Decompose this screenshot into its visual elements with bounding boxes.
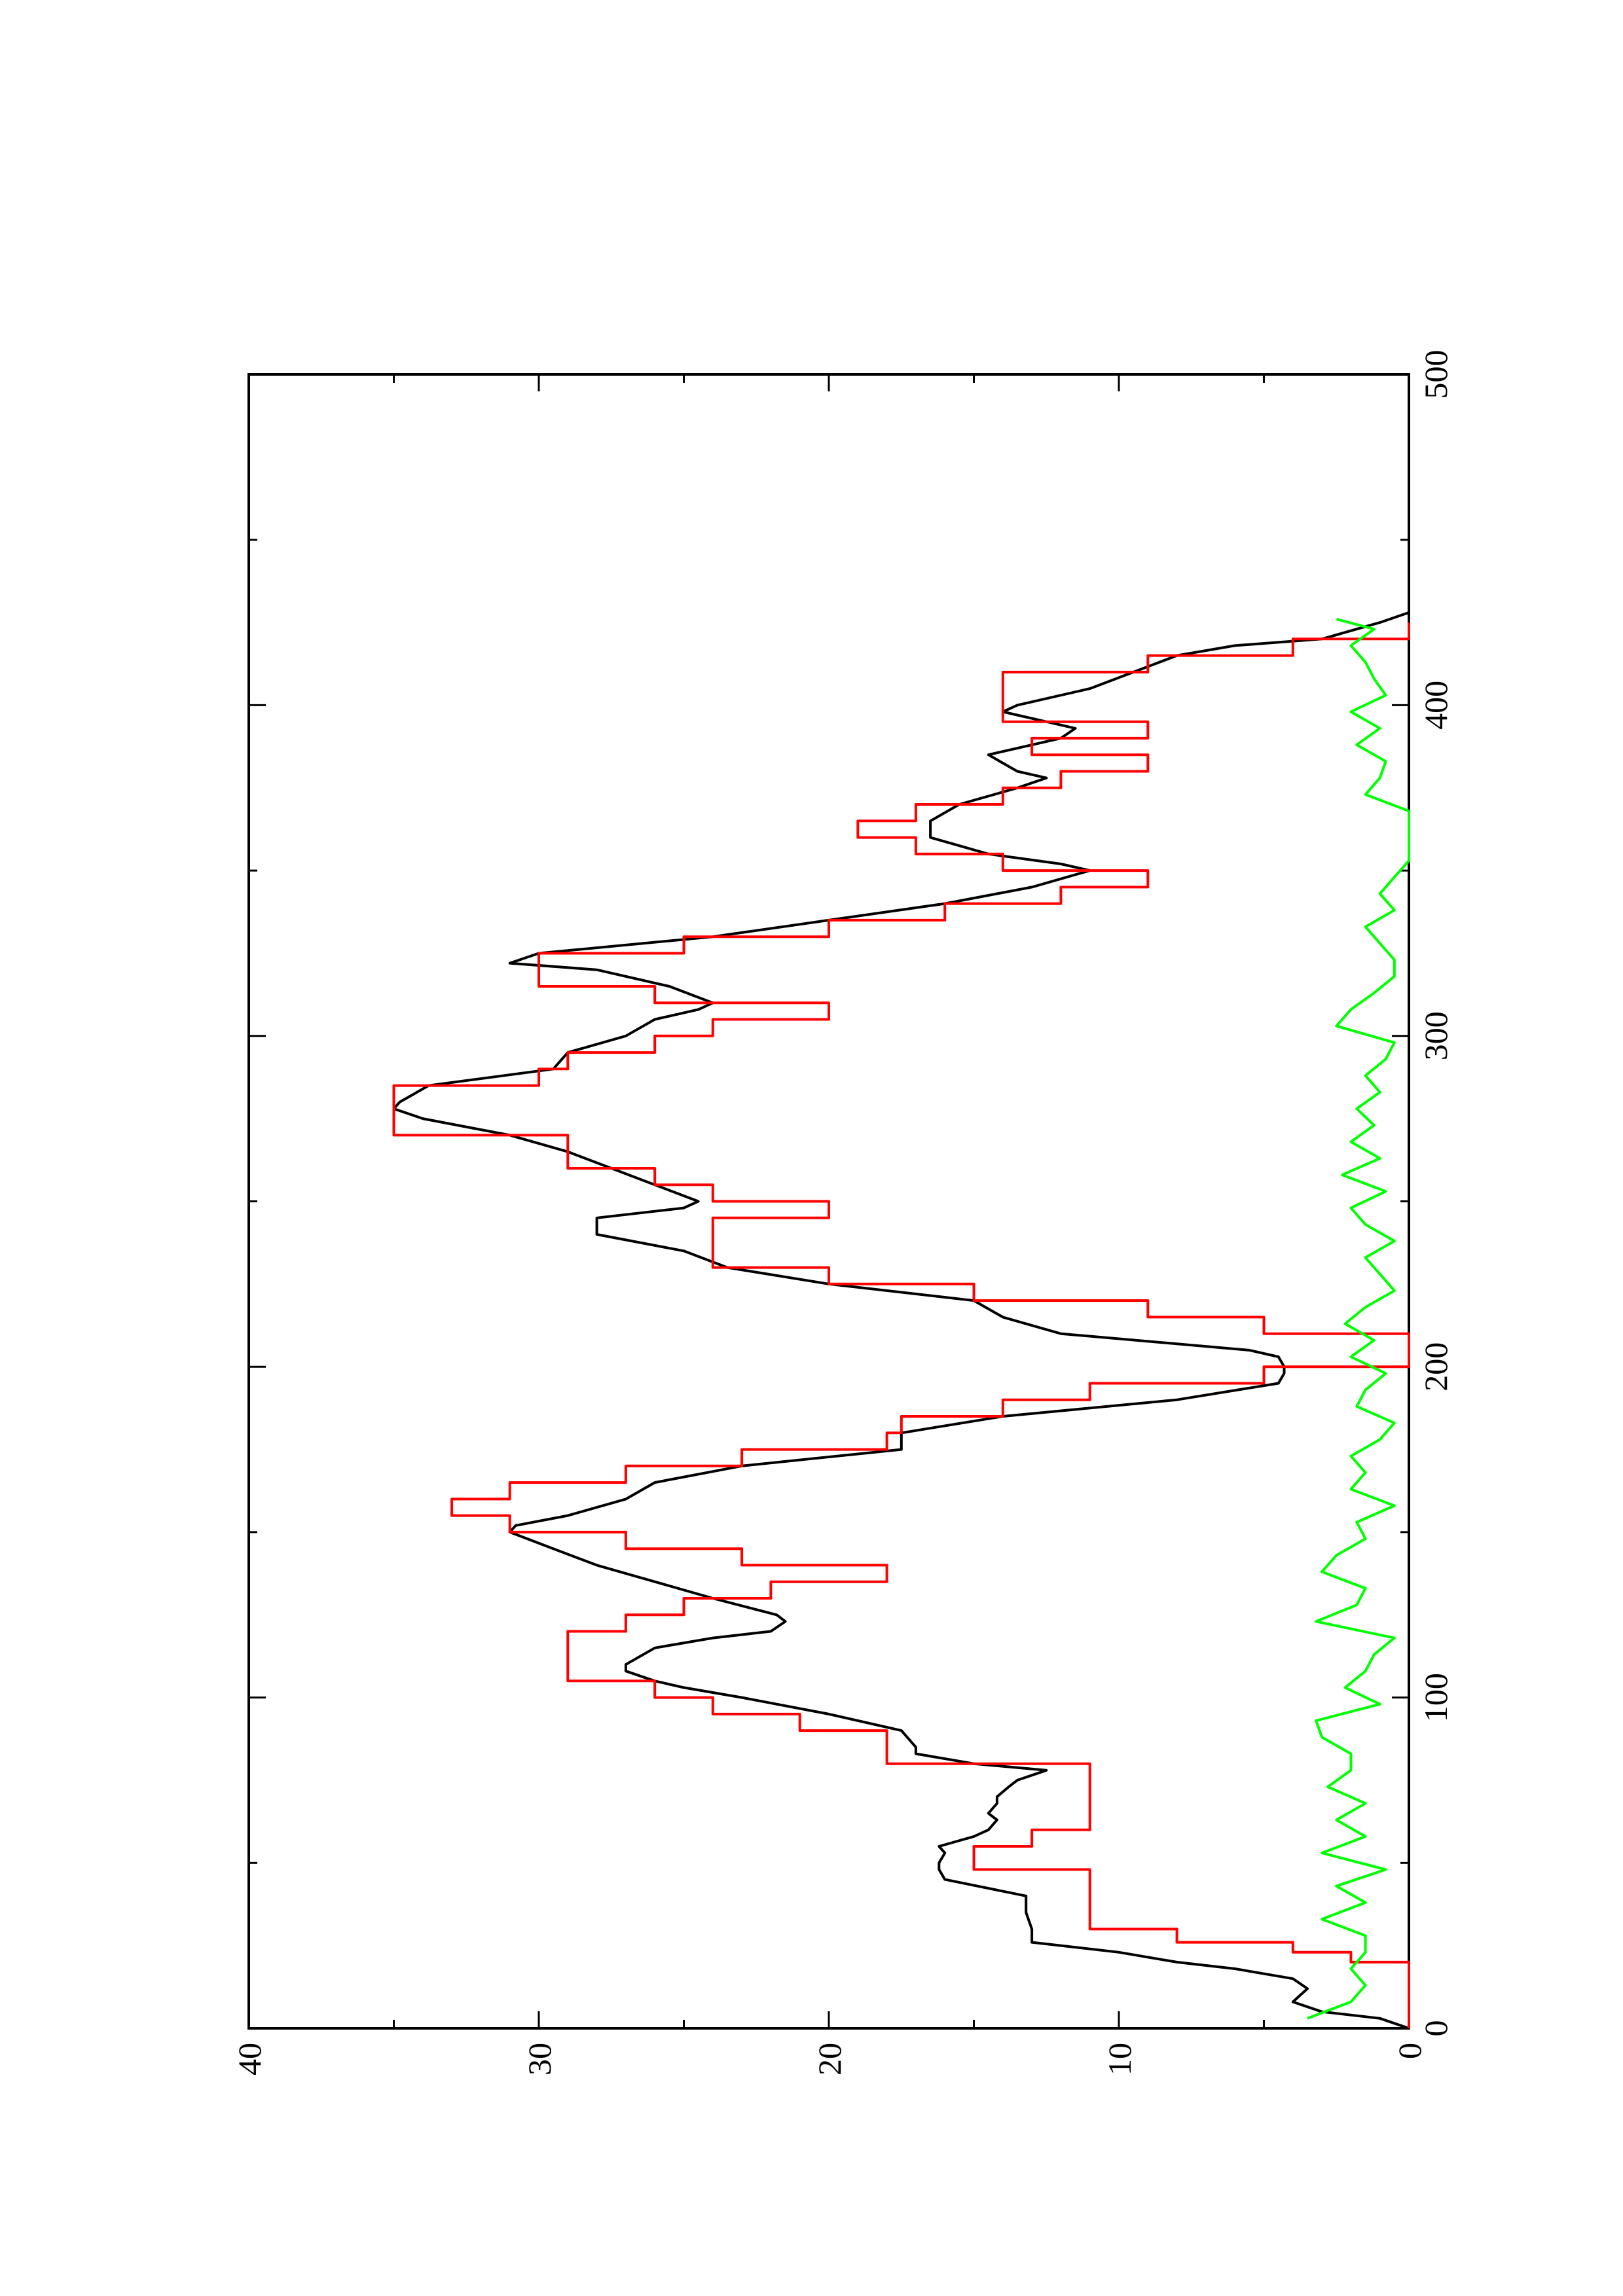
series-layer bbox=[392, 611, 1410, 2030]
x-tick-label: 300 bbox=[1417, 1011, 1454, 1060]
y-tick-label: 30 bbox=[521, 2043, 558, 2075]
series-line-1 bbox=[392, 611, 1410, 2030]
tick-labels: 0 100 200 300 400 500 0 10 20 30 40 bbox=[231, 350, 1454, 2076]
y-tick-label: 40 bbox=[231, 2043, 268, 2075]
series-line-3 bbox=[1307, 618, 1410, 2020]
y-tick-label: 10 bbox=[1101, 2043, 1138, 2075]
x-tick-label: 500 bbox=[1417, 350, 1454, 399]
x-tick-label: 0 bbox=[1417, 2020, 1454, 2037]
tick-marks bbox=[247, 373, 1410, 2030]
x-tick-label: 400 bbox=[1417, 681, 1454, 730]
y-tick-label: 20 bbox=[811, 2043, 848, 2075]
x-tick-label: 200 bbox=[1417, 1342, 1454, 1391]
y-tick-label: 0 bbox=[1391, 2043, 1428, 2059]
series-line-2 bbox=[392, 622, 1410, 2028]
x-tick-label: 100 bbox=[1417, 1673, 1454, 1722]
